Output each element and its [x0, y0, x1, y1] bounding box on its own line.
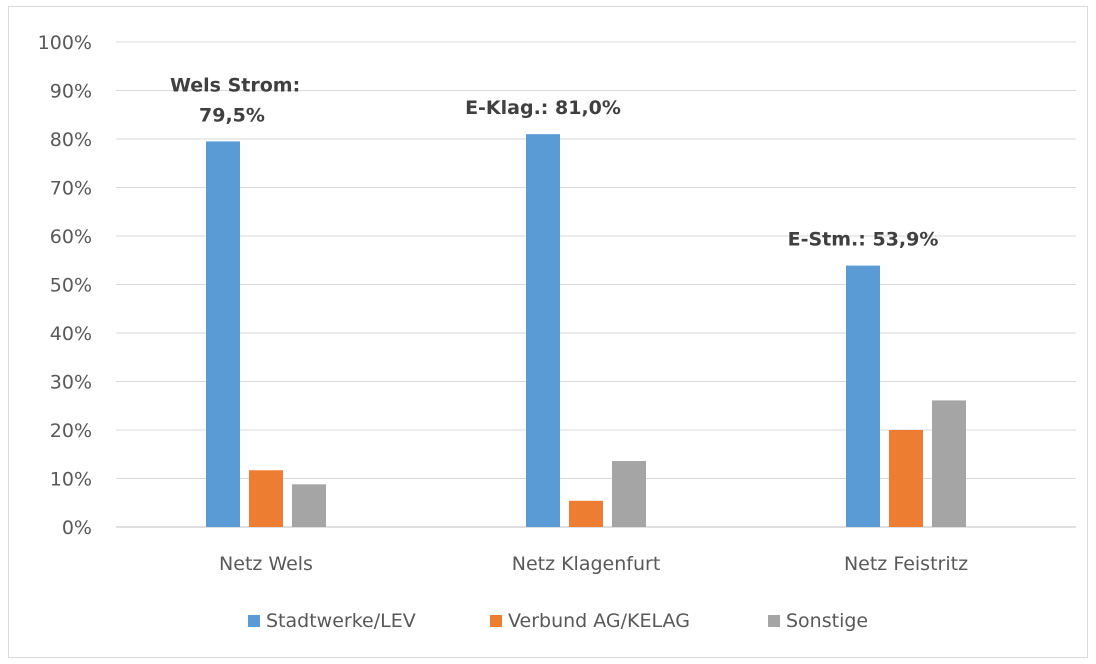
y-tick-label: 20%	[50, 420, 92, 442]
bar	[846, 265, 880, 527]
bar	[292, 484, 326, 527]
y-tick-label: 90%	[50, 81, 92, 103]
y-tick-label: 30%	[50, 372, 92, 394]
y-tick-label: 70%	[50, 178, 92, 200]
bar	[249, 470, 283, 527]
annotations: Wels Strom: 79,5% E-Klag.: 81,0% E-Stm.: 53…	[170, 74, 938, 250]
annotation-label: Wels Strom:	[170, 74, 300, 96]
y-tick-label: 40%	[50, 323, 92, 345]
annotation-label: 79,5%	[199, 104, 265, 126]
legend-swatch	[768, 615, 780, 627]
annotation-label: E-Stm.: 53,9%	[788, 229, 939, 251]
x-category-label: Netz Klagenfurt	[512, 553, 661, 575]
annotation-label: E-Klag.: 81,0%	[465, 97, 621, 119]
y-tick-label: 50%	[50, 275, 92, 297]
bar	[569, 500, 603, 527]
x-category-label: Netz Wels	[219, 553, 313, 575]
legend-entry: Stadtwerke/LEV	[266, 610, 416, 632]
x-axis-categories: Netz Wels Netz Klagenfurt Netz Feistritz	[219, 553, 968, 575]
y-tick-label: 10%	[50, 469, 92, 491]
legend-swatch	[490, 615, 502, 627]
legend: Stadtwerke/LEV Verbund AG/KELAG Sonstige	[248, 610, 868, 632]
y-axis-ticks: 0% 10% 20% 30% 40% 50% 60% 70% 80% 90% 100%	[38, 32, 92, 539]
x-category-label: Netz Feistritz	[844, 553, 968, 575]
y-tick-label: 100%	[38, 32, 92, 54]
bar	[889, 430, 923, 527]
legend-entry: Sonstige	[786, 610, 868, 632]
bar	[932, 400, 966, 527]
legend-swatch	[248, 615, 260, 627]
bar	[206, 141, 240, 528]
bar	[526, 134, 560, 527]
y-tick-label: 60%	[50, 226, 92, 248]
bars	[206, 134, 966, 528]
legend-entry: Verbund AG/KELAG	[508, 610, 690, 632]
y-tick-label: 0%	[62, 517, 92, 539]
bar	[612, 461, 646, 527]
y-tick-label: 80%	[50, 129, 92, 151]
